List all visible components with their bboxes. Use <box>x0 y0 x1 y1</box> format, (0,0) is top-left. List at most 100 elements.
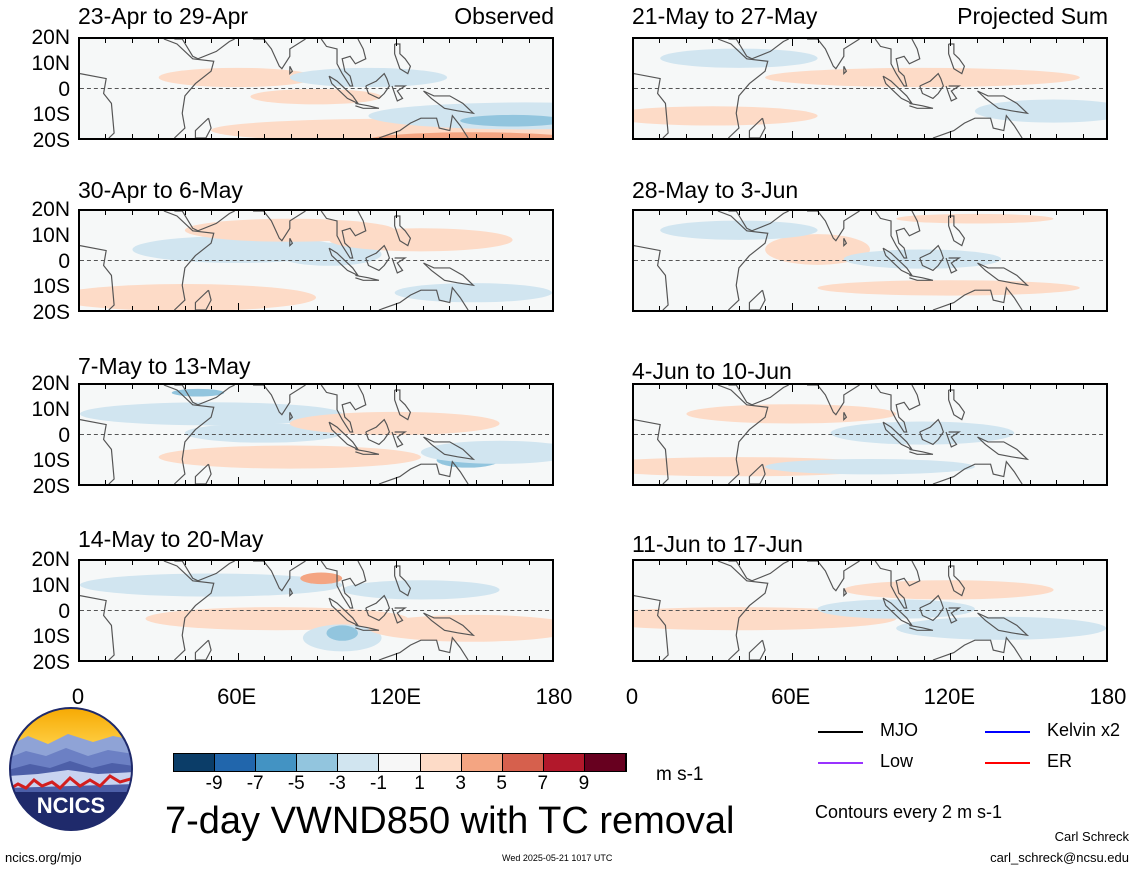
legend-label: MJO <box>880 720 918 740</box>
tick-mark <box>633 303 634 310</box>
tick-mark <box>791 131 793 138</box>
tick-mark <box>422 561 424 565</box>
tick-mark <box>1056 306 1058 310</box>
tick-mark <box>659 306 661 310</box>
anomaly-shading <box>300 572 343 585</box>
latitude-label: 20N <box>31 548 70 571</box>
contour-note: Contours every 2 m s-1 <box>815 802 1003 822</box>
tick-mark <box>712 306 714 310</box>
tick-mark <box>343 134 345 138</box>
coastline <box>909 624 934 631</box>
tick-mark <box>158 134 160 138</box>
anomaly-shading <box>80 573 343 597</box>
longitude-label: 0 <box>71 684 85 709</box>
tick-mark <box>818 385 820 389</box>
colorbar-swatch <box>215 754 257 771</box>
anomaly-shading <box>158 445 421 469</box>
anomaly-shading <box>368 614 552 642</box>
tick-mark <box>897 385 899 389</box>
latitude-label: 20N <box>31 198 70 221</box>
longitude-label: 120E <box>923 684 976 709</box>
tick-mark <box>131 134 133 138</box>
colorbar-units: m s-1 <box>656 764 704 785</box>
coastline <box>378 460 469 484</box>
tick-mark <box>923 211 925 215</box>
tick-mark <box>369 656 371 660</box>
tick-mark <box>184 385 186 389</box>
tick-mark <box>685 306 687 310</box>
tick-mark <box>738 306 740 310</box>
anomaly-shading <box>394 283 552 303</box>
anomaly-shading <box>817 280 1080 296</box>
tick-mark <box>685 656 687 660</box>
tick-mark <box>1056 134 1058 138</box>
tick-mark <box>633 561 634 568</box>
tick-mark <box>818 134 820 138</box>
coastline <box>932 286 1023 310</box>
tick-mark <box>264 385 266 389</box>
coastline <box>932 114 1023 138</box>
tick-mark <box>738 39 740 43</box>
coastline <box>378 114 469 138</box>
coastline <box>365 244 391 272</box>
anomaly-shading <box>660 48 818 68</box>
coastline <box>748 463 766 484</box>
colorbar-swatch <box>502 754 544 771</box>
tick-mark <box>871 480 872 484</box>
coastline <box>194 639 212 660</box>
tick-mark <box>897 306 899 310</box>
footer-timestamp: Wed 2025-05-21 1017 UTC <box>502 853 613 863</box>
tick-mark <box>738 134 740 138</box>
tick-mark <box>317 480 318 484</box>
tick-mark <box>158 306 160 310</box>
colorbar-tick-label: 3 <box>455 773 466 794</box>
anomaly-shading <box>765 459 975 475</box>
anomaly-shading <box>250 88 382 105</box>
latitude-label: 20S <box>32 651 70 674</box>
coastline <box>909 274 934 281</box>
coastline <box>289 65 294 75</box>
tick-mark <box>502 561 504 565</box>
tick-mark <box>449 211 451 215</box>
coastline <box>874 211 921 259</box>
footer-author: Carl Schreck <box>1054 829 1129 844</box>
anomaly-shading <box>660 220 818 240</box>
tick-mark <box>184 561 186 565</box>
coastline <box>909 102 934 109</box>
tick-mark <box>1082 656 1084 660</box>
tick-mark <box>502 385 504 389</box>
panel-corner-label: Observed <box>454 3 554 29</box>
tick-mark <box>396 131 398 138</box>
anomaly-shading <box>342 580 500 600</box>
tick-mark <box>237 477 239 484</box>
coastline <box>932 636 1023 660</box>
coastline <box>843 237 848 247</box>
map-panel-r2 <box>632 383 1108 486</box>
tick-mark <box>659 385 661 389</box>
tick-mark <box>158 561 160 565</box>
tick-mark <box>343 39 345 43</box>
tick-mark <box>184 134 186 138</box>
coastline <box>977 90 1030 115</box>
tick-mark <box>264 561 266 565</box>
coastline <box>948 43 966 75</box>
footer-email[interactable]: carl_schreck@ncsu.edu <box>990 850 1129 865</box>
tick-mark <box>396 39 398 46</box>
tick-mark <box>1082 134 1084 138</box>
colorbar-swatch <box>256 754 298 771</box>
latitude-label: 20S <box>32 129 70 152</box>
tick-mark <box>712 561 714 565</box>
legend-line-3 <box>985 762 1030 764</box>
tick-mark <box>633 385 634 392</box>
coastline <box>320 385 367 433</box>
anomaly-shading <box>843 580 1054 600</box>
tick-mark <box>317 211 318 215</box>
footer-url[interactable]: ncics.org/mjo <box>5 850 82 865</box>
tick-mark <box>475 480 477 484</box>
tick-mark <box>449 561 451 565</box>
coastline <box>320 39 367 87</box>
tick-mark <box>633 477 634 484</box>
tick-mark <box>871 39 872 43</box>
tick-mark <box>449 39 451 43</box>
tick-mark <box>791 303 793 310</box>
